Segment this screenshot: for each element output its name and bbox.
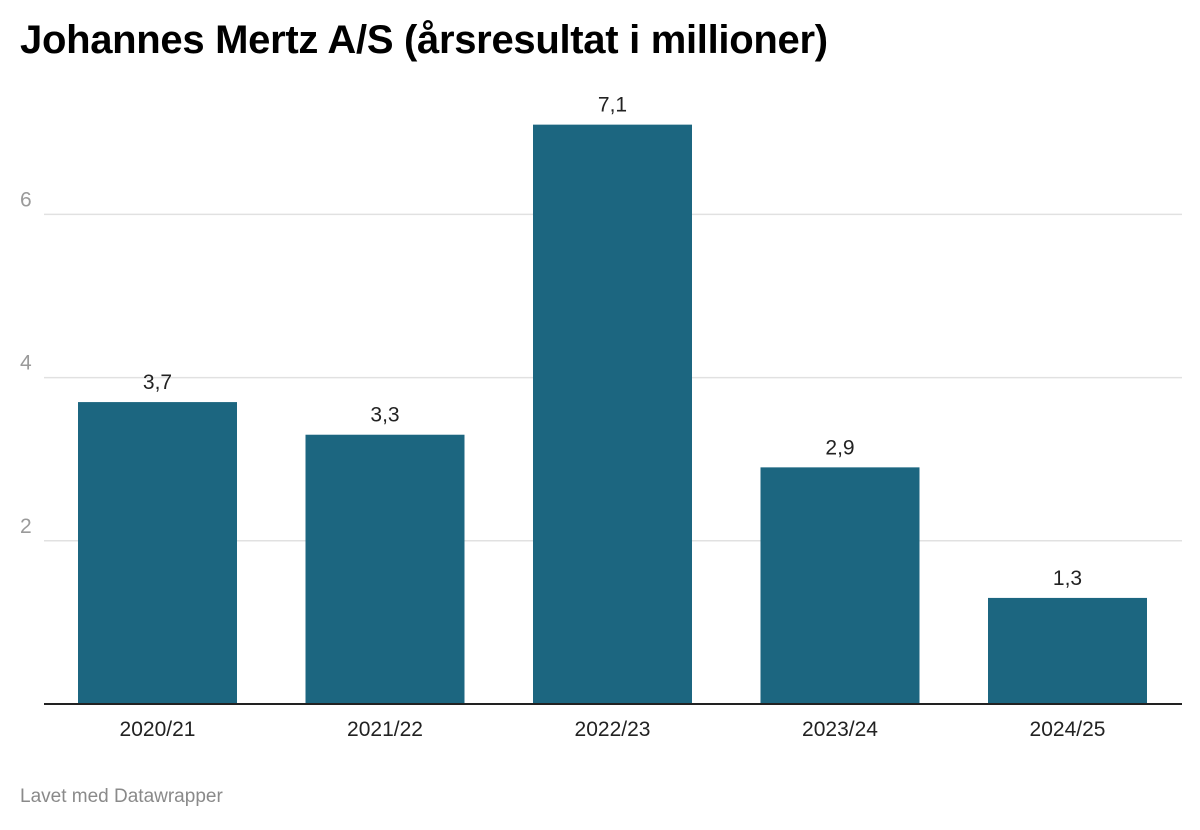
y-tick-label-2: 2 <box>20 515 32 538</box>
value-label-2024/25: 1,3 <box>1053 567 1082 590</box>
x-tick-label-2022/23: 2022/23 <box>575 718 651 741</box>
bar-2021/22 <box>305 434 465 704</box>
source-credit: Lavet med Datawrapper <box>20 786 223 807</box>
bar-2020/21 <box>78 402 237 704</box>
value-label-2023/24: 2,9 <box>825 436 854 459</box>
labels: 2 4 6 3,7 2020/21 3,3 2021/22 7,1 2022/23 2,9 2023… <box>20 94 1182 741</box>
y-tick-label-6: 6 <box>20 188 32 211</box>
x-tick-label-2023/24: 2023/24 <box>802 718 878 741</box>
value-label-2020/21: 3,7 <box>143 371 172 394</box>
chart-title: Johannes Mertz A/S (årsresultat i millio… <box>20 18 828 62</box>
x-tick-label-2024/25: 2024/25 <box>1030 718 1106 741</box>
bar-2024/25 <box>988 597 1147 704</box>
y-tick-label-4: 4 <box>20 352 32 375</box>
bar-2022/23 <box>533 124 692 704</box>
x-tick-label-2021/22: 2021/22 <box>347 718 423 741</box>
bar-2023/24 <box>760 467 920 704</box>
x-tick-label-2020/21: 2020/21 <box>120 718 196 741</box>
value-label-2021/22: 3,3 <box>370 404 399 427</box>
bars <box>78 124 1147 704</box>
value-label-2022/23: 7,1 <box>598 94 627 117</box>
